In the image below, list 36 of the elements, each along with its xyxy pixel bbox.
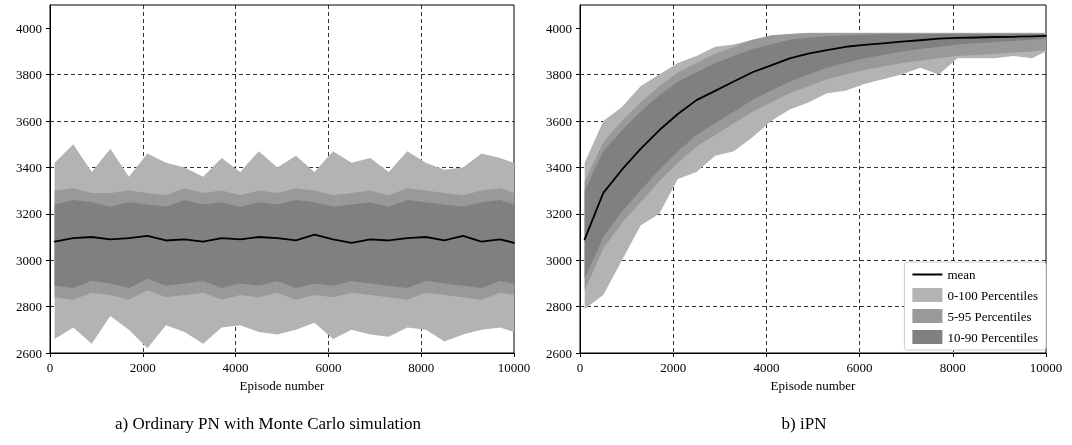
y-tick-label: 2800 (546, 299, 572, 315)
y-tick-label: 3200 (546, 206, 572, 222)
y-tick-label: 2800 (16, 299, 42, 315)
y-tick-label: 2600 (16, 345, 42, 361)
x-tick-label: 0 (46, 360, 54, 375)
x-axis-title: Episode number (770, 377, 857, 393)
text: b) iPN (781, 414, 827, 433)
x-tick-label: 2000 (129, 360, 156, 375)
x-tick-label: 10000 (497, 360, 531, 375)
y-tick-label: 3400 (546, 159, 572, 175)
x-tick-label: 8000 (939, 360, 966, 375)
y-tick-label: 3800 (16, 67, 42, 83)
x-tick-label: 2000 (660, 360, 687, 375)
text: a) Ordinary PN with Monte Carlo simulation (115, 414, 422, 433)
x-tick-label: 6000 (846, 360, 873, 375)
y-tick-label: 3000 (16, 252, 42, 268)
y-tick-label: 2600 (546, 345, 572, 361)
legend-label: 0-100 Percentiles (947, 287, 1039, 303)
y-tick-label: 3200 (16, 206, 42, 222)
y-tick-label: 4000 (546, 20, 572, 36)
x-tick-label: 4000 (753, 360, 780, 375)
x-axis-title: Episode number (239, 377, 326, 393)
y-tick-label: 3800 (546, 67, 572, 83)
y-tick-label: 3600 (16, 113, 42, 129)
legend-label: 10-90 Percentiles (947, 329, 1039, 345)
legend-label: 5-95 Percentiles (947, 308, 1032, 324)
y-tick-label: 3400 (16, 159, 42, 175)
x-tick-label: 4000 (222, 360, 249, 375)
x-tick-label: 6000 (315, 360, 342, 375)
y-tick-label: 3600 (546, 113, 572, 129)
y-tick-label: 3000 (546, 252, 572, 268)
y-tick-label: 4000 (16, 20, 42, 36)
x-tick-label: 0 (576, 360, 584, 375)
x-tick-label: 8000 (408, 360, 435, 375)
x-tick-label: 10000 (1029, 360, 1063, 375)
legend-label: mean (947, 267, 977, 282)
